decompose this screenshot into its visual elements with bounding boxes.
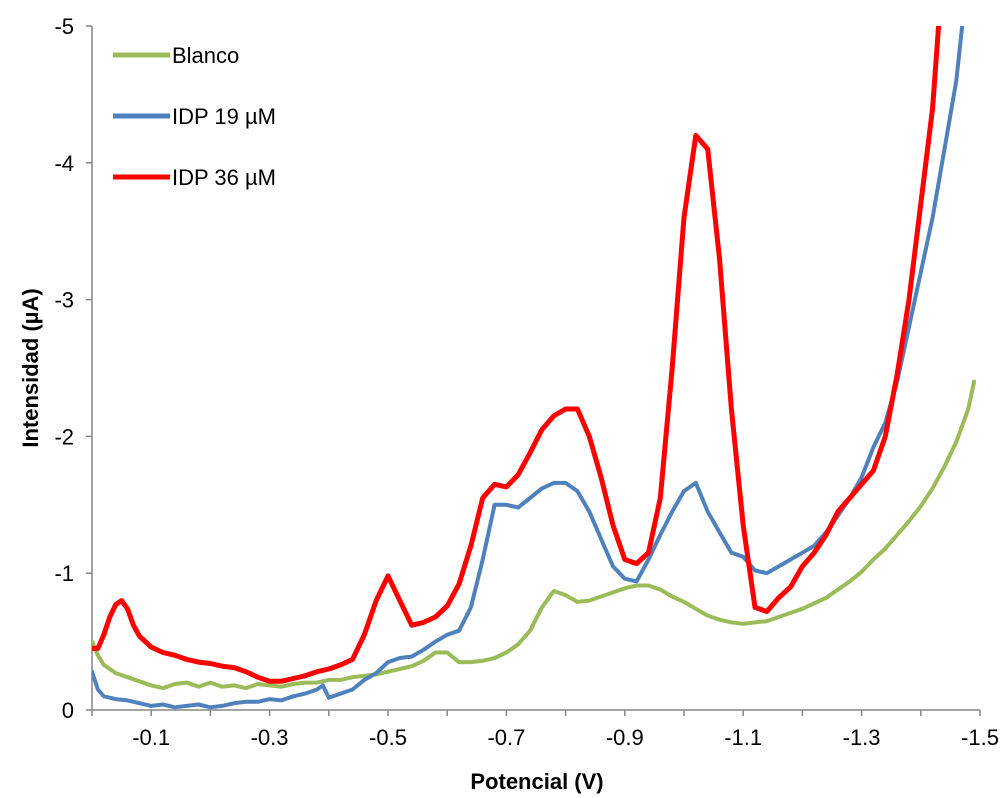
- x-tick-label: -0.7: [487, 725, 525, 750]
- x-tick-label: -1.1: [724, 725, 762, 750]
- legend-label: IDP 19 µM: [172, 104, 276, 129]
- y-tick-label: -5: [54, 14, 74, 39]
- series-line-1: [92, 379, 977, 691]
- series-line-3: [92, 26, 942, 684]
- legend-label: IDP 36 µM: [172, 165, 276, 190]
- series-layer: [92, 26, 977, 710]
- x-axis-title: Potencial (V): [470, 769, 603, 794]
- tick-labels: 0 -1 -2 -3 -4 -5 -0.1 -0.3 -0.5 -0.7 -0.9 -1.1 -1.3 -…: [54, 14, 999, 750]
- legend: Blanco IDP 19 µM IDP 36 µM: [113, 43, 276, 190]
- x-tick-label: -0.5: [369, 725, 407, 750]
- y-axis-title: Intensidad (µA): [18, 288, 43, 447]
- y-tick-label: 0: [62, 698, 74, 723]
- axes: [86, 25, 981, 716]
- y-tick-label: -1: [54, 561, 74, 586]
- x-tick-label: -0.3: [251, 725, 289, 750]
- x-tick-label: -1.3: [843, 725, 881, 750]
- x-tick-label: -0.9: [606, 725, 644, 750]
- x-tick-label: -0.1: [132, 725, 170, 750]
- series-line-2: [92, 26, 965, 710]
- y-tick-label: -3: [54, 288, 74, 313]
- y-tick-label: -4: [54, 151, 74, 176]
- x-tick-label: -1.5: [961, 725, 999, 750]
- legend-label: Blanco: [172, 43, 239, 68]
- y-tick-label: -2: [54, 424, 74, 449]
